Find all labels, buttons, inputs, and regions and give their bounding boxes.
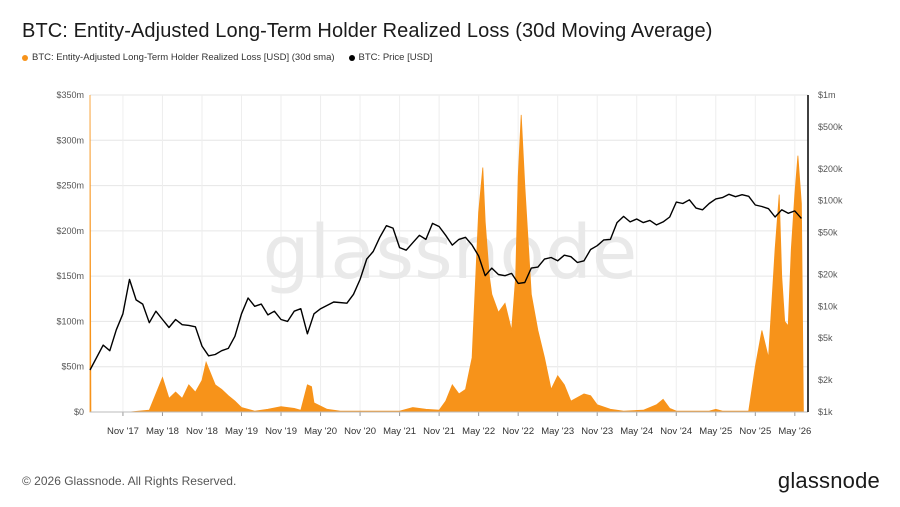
y-right-tick-label: $5k — [818, 333, 833, 343]
y-right-tick-label: $2k — [818, 375, 833, 385]
y-right-tick-label: $50k — [818, 227, 838, 237]
x-tick-label: May '24 — [620, 426, 653, 437]
loss-area — [89, 94, 804, 413]
x-tick-label: May '23 — [541, 426, 574, 437]
y-left-tick-label: $300m — [56, 135, 84, 145]
footer-logo[interactable]: glassnode — [777, 468, 880, 493]
x-tick-label: Nov '18 — [186, 426, 218, 437]
y-right-tick-label: $500k — [818, 122, 843, 132]
y-right-tick-label: $1m — [818, 90, 836, 100]
y-right-tick-label: $10k — [818, 301, 838, 311]
x-tick-label: Nov '25 — [739, 426, 771, 437]
legend-item-price[interactable]: BTC: Price [USD] — [348, 52, 433, 63]
x-tick-label: May '20 — [304, 426, 337, 437]
x-tick-label: Nov '20 — [344, 426, 376, 437]
x-tick-label: Nov '17 — [107, 426, 139, 437]
chart-grid — [90, 94, 808, 412]
price-series — [89, 193, 802, 371]
x-tick-label: May '21 — [383, 426, 416, 437]
y-left-tick-label: $200m — [56, 226, 84, 236]
chart-title: BTC: Entity-Adjusted Long-Term Holder Re… — [22, 20, 713, 42]
x-tick-label: Nov '23 — [581, 426, 613, 437]
x-tick-label: Nov '22 — [502, 426, 534, 437]
x-tick-label: May '19 — [225, 426, 258, 437]
x-tick-label: May '18 — [146, 426, 179, 437]
x-tick-label: May '22 — [462, 426, 495, 437]
footer-copyright: © 2026 Glassnode. All Rights Reserved. — [22, 474, 237, 488]
y-left-tick-label: $50m — [61, 362, 84, 372]
legend-price-swatch — [348, 54, 355, 61]
y-right-tick-label: $1k — [818, 407, 833, 417]
y-right-tick-label: $200k — [818, 164, 843, 174]
legend-loss-swatch — [22, 54, 28, 61]
y-left-tick-label: $0 — [74, 407, 84, 417]
y-right-tick-label: $100k — [818, 196, 843, 206]
y-left-tick-label: $350m — [56, 90, 84, 100]
x-tick-label: May '25 — [699, 426, 732, 437]
loss-series — [89, 94, 804, 413]
x-tick-label: Nov '21 — [423, 426, 455, 437]
x-tick-label: Nov '19 — [265, 426, 297, 437]
y-left-tick-label: $100m — [56, 316, 84, 326]
legend-price-label: BTC: Price [USD] — [358, 52, 433, 63]
legend-item-loss[interactable]: BTC: Entity-Adjusted Long-Term Holder Re… — [22, 52, 335, 63]
x-tick-label: Nov '24 — [660, 426, 692, 437]
chart-legend: BTC: Entity-Adjusted Long-Term Holder Re… — [22, 52, 432, 63]
x-tick-label: May '26 — [778, 426, 811, 437]
y-left-tick-label: $250m — [56, 181, 84, 191]
legend-loss-label: BTC: Entity-Adjusted Long-Term Holder Re… — [32, 52, 335, 63]
chart-axes: $0 $50m $100m $150m $200m $250m $300m $350m $1k $… — [56, 90, 843, 437]
price-line — [89, 193, 802, 371]
y-left-tick-label: $150m — [56, 271, 84, 281]
y-right-tick-label: $20k — [818, 270, 838, 280]
watermark: glassnode — [263, 210, 638, 296]
